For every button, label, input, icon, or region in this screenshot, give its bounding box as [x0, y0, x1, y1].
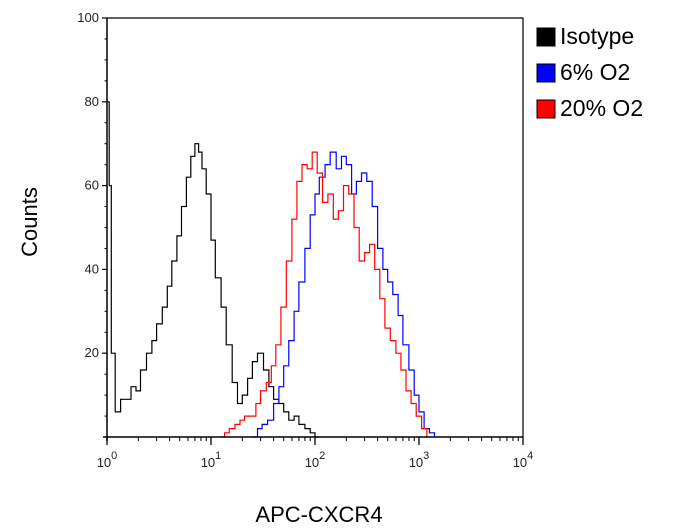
- series-line-3: [219, 151, 428, 438]
- axes: 20 40 60 80 100 100 101 102 103 104: [77, 10, 533, 470]
- series-line-1: [107, 101, 320, 438]
- y-tick-label: 100: [77, 10, 99, 25]
- legend-label: Isotype: [560, 23, 634, 49]
- x-tick-label: 102: [305, 450, 326, 470]
- y-tick-label: 80: [85, 94, 99, 109]
- x-tick-label: 104: [513, 450, 534, 470]
- x-tick-label: 100: [97, 450, 118, 470]
- legend-label: 6% O2: [560, 59, 630, 85]
- x-tick-label: 101: [201, 450, 222, 470]
- legend-swatch: [536, 63, 556, 83]
- legend: Isotype 6% O2 20% O2: [536, 23, 643, 121]
- series-line-2: [252, 151, 436, 438]
- legend-swatch: [536, 27, 556, 47]
- y-axis-title: Counts: [17, 187, 42, 257]
- legend-swatch: [536, 99, 556, 119]
- x-axis-title: APC-CXCR4: [255, 502, 382, 527]
- plot-frame: [107, 17, 524, 437]
- y-tick-label: 20: [85, 345, 99, 360]
- y-tick-label: 60: [85, 178, 99, 193]
- legend-label: 20% O2: [560, 95, 643, 121]
- y-tick-label: 40: [85, 261, 99, 276]
- plot-area: [107, 101, 436, 438]
- x-tick-label: 103: [409, 450, 430, 470]
